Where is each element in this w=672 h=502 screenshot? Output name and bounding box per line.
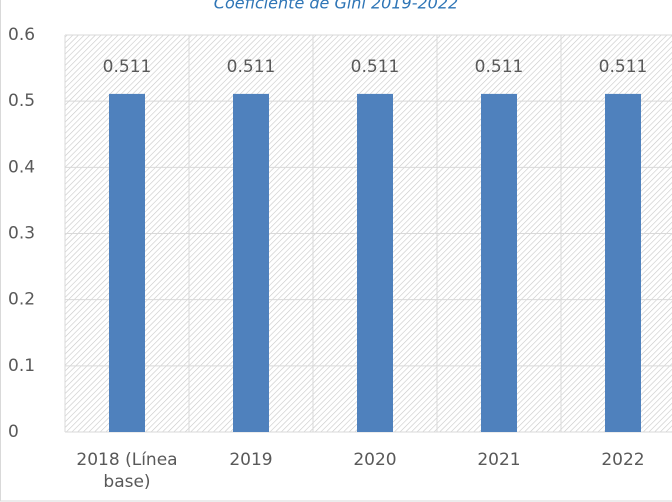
bar [357, 93, 393, 432]
y-tick-label: 0.4 [8, 157, 35, 177]
bar [605, 93, 641, 432]
bar [233, 93, 269, 432]
data-label: 0.511 [351, 57, 400, 77]
data-label: 0.511 [103, 57, 152, 77]
data-label: 0.511 [475, 57, 524, 77]
x-tick-label: 2020 [353, 450, 397, 470]
y-tick-label: 0 [8, 422, 19, 442]
x-tick-label: 2022 [601, 450, 645, 470]
y-tick-label: 0.6 [8, 25, 35, 45]
y-tick-label: 0.2 [8, 290, 35, 310]
y-tick-label: 0.5 [8, 91, 35, 111]
data-label: 0.511 [599, 57, 648, 77]
y-tick-label: 0.3 [8, 224, 35, 244]
x-tick-label: 2018 (Línea base) [76, 450, 178, 492]
bar [481, 93, 517, 432]
data-label: 0.511 [227, 57, 276, 77]
x-tick-label: 2019 [229, 450, 273, 470]
chart-title: Coeficiente de Gini 2019-2022 [214, 0, 458, 13]
x-tick-label: 2021 [477, 450, 521, 470]
bar [109, 93, 145, 432]
y-tick-label: 0.1 [8, 356, 35, 376]
